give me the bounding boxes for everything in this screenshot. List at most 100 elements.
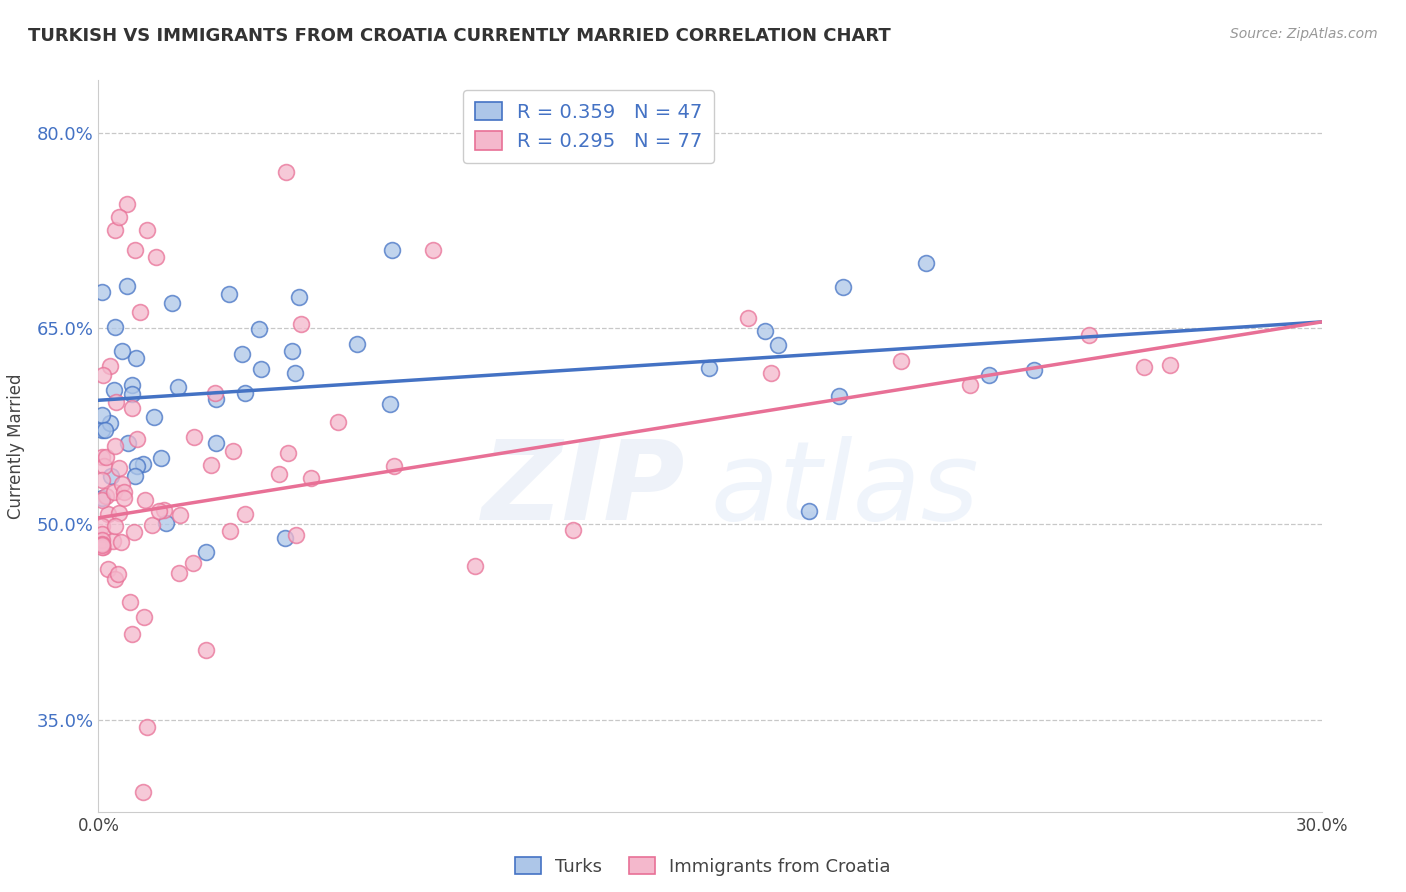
Point [231, 347, 253, 361]
Point [464, 558, 486, 573]
Point [94, 450, 117, 465]
Point [91, 537, 114, 551]
Point [112, 491, 135, 505]
Point [121, 378, 143, 392]
Point [111, 344, 134, 359]
Point [112, 485, 135, 500]
Point [346, 337, 368, 351]
Point [91, 450, 114, 465]
Point [267, 467, 290, 481]
Point [915, 256, 938, 270]
Point [977, 368, 1000, 383]
Point [134, 492, 156, 507]
Point [91, 285, 114, 299]
Point [136, 223, 159, 237]
Point [183, 430, 205, 444]
Y-axis label: Currently Married: Currently Married [7, 373, 25, 519]
Point [121, 627, 143, 641]
Point [218, 524, 240, 538]
Point [132, 785, 155, 799]
Point [108, 460, 131, 475]
Point [103, 518, 125, 533]
Point [115, 279, 138, 293]
Point [121, 401, 143, 415]
Point [204, 436, 226, 450]
Point [285, 528, 308, 542]
Point [1078, 328, 1101, 343]
Point [288, 290, 311, 304]
Point [276, 446, 298, 460]
Point [799, 504, 821, 518]
Point [754, 324, 776, 338]
Point [167, 380, 190, 394]
Point [100, 468, 122, 483]
Point [132, 457, 155, 471]
Point [124, 468, 146, 483]
Point [1022, 363, 1045, 377]
Point [737, 311, 759, 326]
Point [121, 387, 143, 401]
Point [141, 518, 163, 533]
Point [117, 436, 139, 450]
Point [766, 338, 789, 352]
Point [104, 572, 127, 586]
Point [91, 493, 114, 508]
Point [98, 416, 121, 430]
Point [284, 366, 307, 380]
Point [890, 354, 912, 368]
Point [561, 523, 583, 537]
Point [98, 359, 121, 374]
Point [127, 432, 149, 446]
Point [145, 250, 167, 264]
Text: TURKISH VS IMMIGRANTS FROM CROATIA CURRENTLY MARRIED CORRELATION CHART: TURKISH VS IMMIGRANTS FROM CROATIA CURRE… [28, 27, 891, 45]
Point [93, 459, 115, 474]
Legend: R = 0.359   N = 47, R = 0.295   N = 77: R = 0.359 N = 47, R = 0.295 N = 77 [463, 90, 714, 163]
Point [124, 243, 146, 257]
Point [150, 450, 173, 465]
Point [91, 368, 114, 382]
Point [127, 458, 149, 473]
Point [91, 533, 114, 547]
Point [827, 389, 849, 403]
Point [959, 377, 981, 392]
Point [274, 531, 297, 545]
Point [326, 416, 349, 430]
Point [108, 211, 131, 225]
Point [103, 383, 125, 397]
Point [249, 362, 271, 376]
Point [301, 471, 323, 485]
Point [103, 485, 125, 500]
Point [91, 408, 114, 422]
Point [290, 317, 312, 331]
Point [115, 197, 138, 211]
Point [169, 508, 191, 522]
Point [148, 503, 170, 517]
Point [91, 491, 114, 505]
Legend: Turks, Immigrants from Croatia: Turks, Immigrants from Croatia [508, 850, 898, 883]
Point [107, 566, 129, 581]
Point [104, 223, 127, 237]
Point [153, 503, 176, 517]
Point [91, 527, 114, 541]
Point [167, 566, 190, 581]
Point [195, 545, 218, 559]
Point [143, 410, 166, 425]
Point [204, 386, 226, 401]
Point [103, 534, 125, 549]
Point [120, 595, 142, 609]
Point [205, 392, 228, 406]
Point [110, 535, 132, 549]
Point [91, 423, 114, 437]
Point [155, 516, 177, 531]
Point [181, 556, 204, 570]
Point [274, 164, 297, 178]
Point [104, 439, 127, 453]
Point [97, 507, 120, 521]
Point [233, 507, 256, 521]
Point [128, 305, 150, 319]
Text: ZIP: ZIP [482, 436, 686, 543]
Point [1133, 359, 1156, 374]
Point [91, 537, 114, 551]
Point [381, 243, 404, 257]
Point [136, 720, 159, 734]
